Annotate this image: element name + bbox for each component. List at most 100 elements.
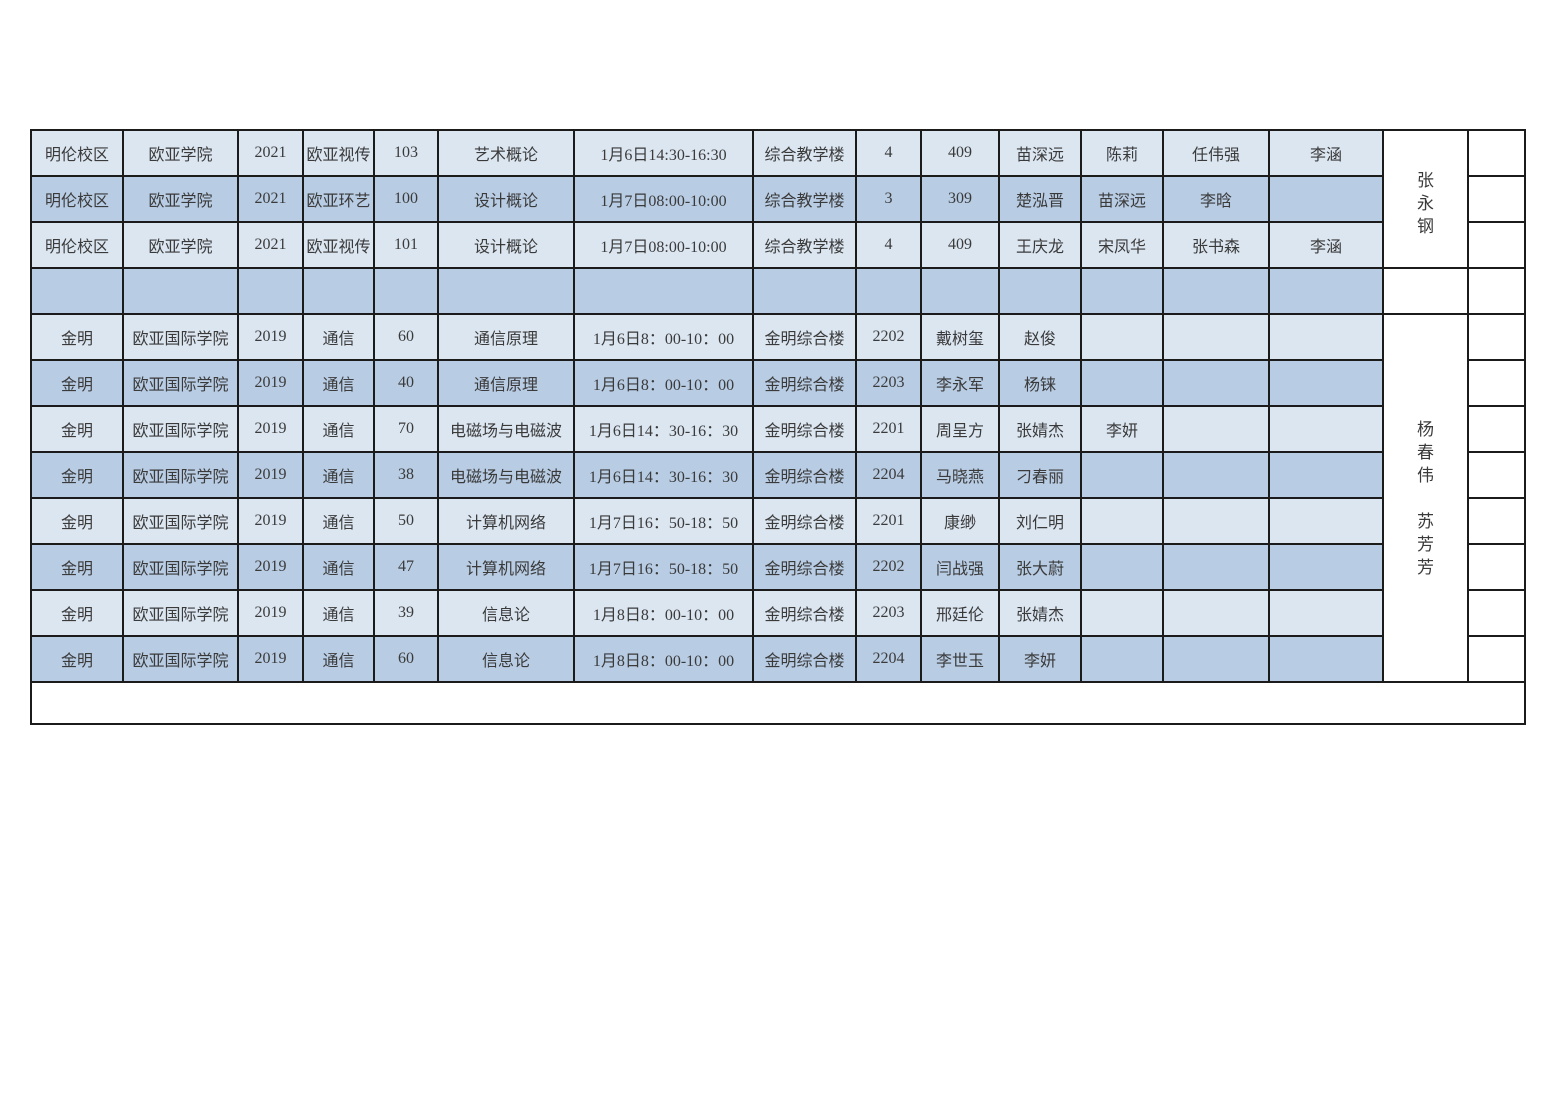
table-cell[interactable]: 欧亚国际学院 [122,497,239,545]
table-cell[interactable] [920,267,1000,315]
table-cell[interactable] [1162,497,1270,545]
empty-slot-cell[interactable] [1467,635,1526,683]
table-cell[interactable]: 欧亚学院 [122,221,239,269]
table-cell[interactable] [573,267,754,315]
table-cell[interactable]: 1月8日8：00-10：00 [573,635,754,683]
table-cell[interactable]: 2202 [855,313,922,361]
table-cell[interactable]: 刁春丽 [998,451,1082,499]
table-cell[interactable]: 101 [373,221,439,269]
table-cell[interactable] [998,267,1082,315]
table-cell[interactable]: 欧亚国际学院 [122,451,239,499]
table-cell[interactable]: 闫战强 [920,543,1000,591]
table-cell[interactable]: 陈莉 [1080,129,1164,177]
table-cell[interactable]: 电磁场与电磁波 [437,405,575,453]
table-cell[interactable]: 艺术概论 [437,129,575,177]
table-cell[interactable]: 70 [373,405,439,453]
table-cell[interactable]: 设计概论 [437,175,575,223]
table-cell[interactable]: 2021 [237,129,304,177]
table-cell[interactable] [302,267,375,315]
table-cell[interactable]: 欧亚国际学院 [122,405,239,453]
table-cell[interactable] [1268,359,1384,407]
table-cell[interactable]: 金明综合楼 [752,543,857,591]
table-cell[interactable]: 张婧杰 [998,589,1082,637]
table-cell[interactable] [855,267,922,315]
table-cell[interactable]: 欧亚国际学院 [122,543,239,591]
table-cell[interactable]: 邢廷伦 [920,589,1000,637]
table-cell[interactable]: 1月6日8：00-10：00 [573,313,754,361]
table-cell[interactable] [1162,359,1270,407]
table-cell[interactable]: 周呈方 [920,405,1000,453]
table-cell[interactable]: 2202 [855,543,922,591]
table-cell[interactable]: 戴树玺 [920,313,1000,361]
table-cell[interactable]: 明伦校区 [30,175,124,223]
table-cell[interactable] [1268,589,1384,637]
table-cell[interactable] [1268,313,1384,361]
empty-slot-cell[interactable] [1467,221,1526,269]
table-cell[interactable]: 李妍 [998,635,1082,683]
table-cell[interactable]: 综合教学楼 [752,221,857,269]
table-cell[interactable] [1162,635,1270,683]
table-cell[interactable]: 金明 [30,635,124,683]
table-cell[interactable]: 金明 [30,497,124,545]
table-cell[interactable]: 苗深远 [998,129,1082,177]
table-cell[interactable]: 38 [373,451,439,499]
table-cell[interactable]: 2021 [237,221,304,269]
table-cell[interactable]: 1月6日14:30-16:30 [573,129,754,177]
table-cell[interactable]: 1月6日14：30-16：30 [573,451,754,499]
table-cell[interactable]: 综合教学楼 [752,129,857,177]
table-cell[interactable]: 2019 [237,635,304,683]
table-cell[interactable]: 欧亚国际学院 [122,635,239,683]
proctor-name-cell[interactable]: 张永钢 [1382,129,1469,269]
table-cell[interactable]: 金明综合楼 [752,589,857,637]
table-cell[interactable]: 楚泓晋 [998,175,1082,223]
table-cell[interactable]: 47 [373,543,439,591]
table-cell[interactable]: 设计概论 [437,221,575,269]
table-cell[interactable] [1080,635,1164,683]
empty-slot-cell[interactable] [1467,589,1526,637]
table-cell[interactable]: 2204 [855,635,922,683]
table-cell[interactable]: 李永军 [920,359,1000,407]
table-cell[interactable]: 通信 [302,497,375,545]
table-cell[interactable]: 1月7日16：50-18：50 [573,543,754,591]
table-cell[interactable] [1162,543,1270,591]
table-cell[interactable] [1162,313,1270,361]
empty-slot-cell[interactable] [1467,405,1526,453]
empty-slot-cell[interactable] [1467,313,1526,361]
table-cell[interactable]: 2204 [855,451,922,499]
table-cell[interactable]: 金明 [30,451,124,499]
table-cell[interactable]: 张书森 [1162,221,1270,269]
table-cell[interactable]: 欧亚视传 [302,221,375,269]
table-cell[interactable]: 409 [920,129,1000,177]
table-cell[interactable]: 苗深远 [1080,175,1164,223]
table-cell[interactable]: 张大蔚 [998,543,1082,591]
table-cell[interactable] [373,267,439,315]
table-cell[interactable]: 2019 [237,589,304,637]
table-cell[interactable]: 2019 [237,313,304,361]
table-cell[interactable]: 计算机网络 [437,543,575,591]
table-cell[interactable]: 3 [855,175,922,223]
table-cell[interactable] [1080,359,1164,407]
table-cell[interactable]: 2201 [855,405,922,453]
table-cell[interactable]: 金明综合楼 [752,451,857,499]
table-cell[interactable]: 金明综合楼 [752,635,857,683]
table-cell[interactable]: 欧亚视传 [302,129,375,177]
table-cell[interactable]: 通信 [302,359,375,407]
table-cell[interactable] [1268,175,1384,223]
table-cell[interactable]: 刘仁明 [998,497,1082,545]
table-cell[interactable]: 4 [855,129,922,177]
table-cell[interactable]: 100 [373,175,439,223]
table-cell[interactable]: 2201 [855,497,922,545]
table-cell[interactable]: 李晗 [1162,175,1270,223]
empty-slot-cell[interactable] [1467,129,1526,177]
table-cell[interactable]: 马晓燕 [920,451,1000,499]
table-cell[interactable] [1268,635,1384,683]
table-cell[interactable]: 金明综合楼 [752,497,857,545]
table-cell[interactable]: 综合教学楼 [752,175,857,223]
table-cell[interactable]: 任伟强 [1162,129,1270,177]
table-cell[interactable]: 1月6日14：30-16：30 [573,405,754,453]
table-cell[interactable]: 欧亚学院 [122,129,239,177]
footer-empty-cell[interactable] [30,681,1526,725]
table-cell[interactable]: 杨铼 [998,359,1082,407]
empty-slot-cell[interactable] [1467,451,1526,499]
empty-slot-cell[interactable] [1467,497,1526,545]
